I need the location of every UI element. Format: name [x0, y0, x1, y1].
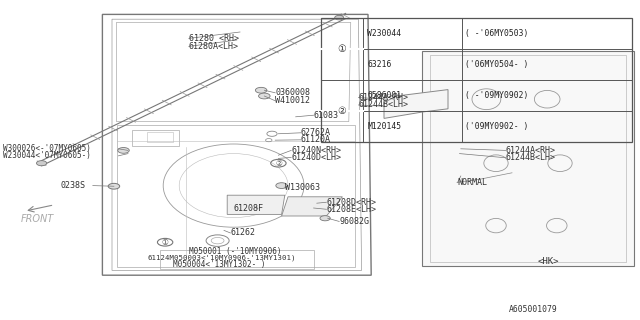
Text: ( -'06MY0503): ( -'06MY0503) [465, 29, 529, 38]
Text: W230044<'07MY0605-): W230044<'07MY0605-) [3, 151, 91, 160]
Circle shape [320, 216, 330, 221]
Text: 0238S: 0238S [61, 181, 86, 190]
Text: ( -'09MY0902): ( -'09MY0902) [465, 91, 529, 100]
Text: ('06MY0504- ): ('06MY0504- ) [465, 60, 529, 69]
Circle shape [255, 87, 267, 93]
Text: M050001 (-'10MY0906): M050001 (-'10MY0906) [189, 247, 282, 256]
Text: 61244A<RH>: 61244A<RH> [358, 93, 408, 102]
Text: NORMAL: NORMAL [458, 178, 488, 187]
Text: M050004<'13MY1302- ): M050004<'13MY1302- ) [173, 260, 266, 269]
Text: 61120A: 61120A [301, 135, 331, 144]
Text: 61240N<RH>: 61240N<RH> [291, 146, 341, 155]
Text: M120145: M120145 [367, 122, 401, 131]
Text: 61262: 61262 [230, 228, 255, 237]
Polygon shape [384, 90, 448, 118]
Text: Q586001: Q586001 [367, 91, 401, 100]
Text: ①: ① [162, 238, 168, 247]
Polygon shape [422, 51, 634, 266]
Circle shape [36, 161, 47, 166]
Text: ①: ① [338, 44, 346, 54]
Text: 96082G: 96082G [339, 217, 369, 226]
Text: FRONT: FRONT [20, 214, 54, 224]
Circle shape [118, 148, 129, 153]
Text: 61124M050003<'10MY0906-'13MY1301): 61124M050003<'10MY0906-'13MY1301) [147, 255, 296, 261]
Bar [321, 18, 632, 142]
Polygon shape [282, 197, 342, 216]
Text: ('09MY0902- ): ('09MY0902- ) [465, 122, 529, 131]
Text: ②: ② [275, 159, 282, 168]
Text: 61240D<LH>: 61240D<LH> [291, 153, 341, 162]
Text: 61244A<RH>: 61244A<RH> [506, 146, 556, 155]
Polygon shape [227, 195, 285, 214]
Text: <HK>: <HK> [538, 257, 559, 266]
Text: ②: ② [338, 106, 346, 116]
Circle shape [276, 183, 287, 188]
Text: 61280 <RH>: 61280 <RH> [189, 34, 239, 43]
Circle shape [259, 93, 270, 99]
Text: 62762A: 62762A [301, 128, 331, 137]
Text: 61083: 61083 [314, 111, 339, 120]
Text: W130063: W130063 [285, 183, 320, 192]
Text: W300026<-'07MY0605): W300026<-'07MY0605) [3, 144, 91, 153]
Circle shape [108, 183, 120, 189]
Text: 61208E<LH>: 61208E<LH> [326, 205, 376, 214]
Text: 0360008: 0360008 [275, 88, 310, 97]
Text: 61280A<LH>: 61280A<LH> [189, 42, 239, 51]
Text: W230044: W230044 [367, 29, 401, 38]
Text: 61208D<RH>: 61208D<RH> [326, 198, 376, 207]
Text: 61208F: 61208F [234, 204, 264, 213]
Text: 61244B<LH>: 61244B<LH> [358, 100, 408, 109]
Text: 63216: 63216 [367, 60, 392, 69]
Text: A605001079: A605001079 [509, 305, 557, 314]
Circle shape [335, 15, 344, 20]
Text: 61244B<LH>: 61244B<LH> [506, 153, 556, 162]
Text: W410012: W410012 [275, 96, 310, 105]
